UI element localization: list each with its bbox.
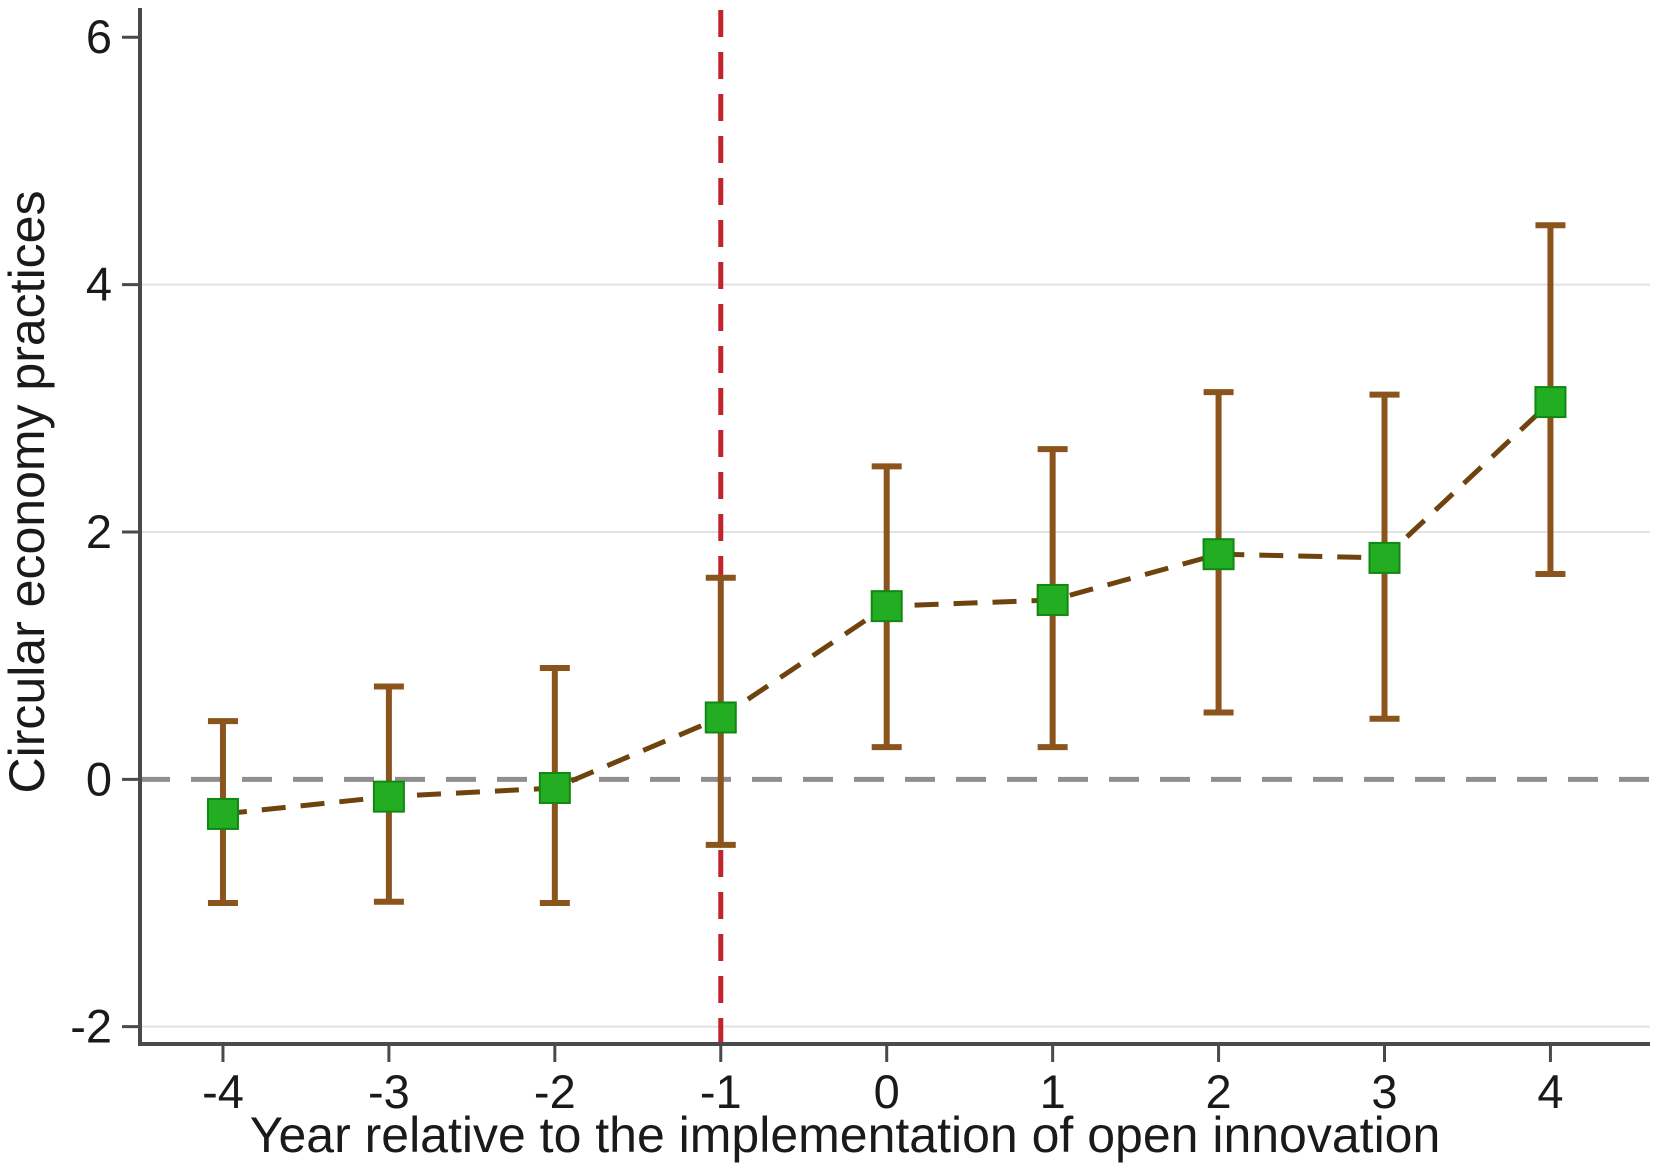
coefficient-marker <box>1534 386 1567 419</box>
y-tick-label: -2 <box>70 1000 112 1053</box>
x-tick-label: 2 <box>1206 1065 1232 1118</box>
x-tick-label: 0 <box>874 1065 900 1118</box>
grid-layer <box>140 283 1650 1028</box>
x-axis-title: Year relative to the implementation of o… <box>250 1107 1441 1163</box>
coefficient-marker <box>1368 541 1401 574</box>
x-tick-label: -4 <box>202 1065 244 1118</box>
y-tick-label: 0 <box>86 752 112 805</box>
x-tick-label: 4 <box>1537 1065 1563 1118</box>
reference-line-layer <box>140 10 1650 1044</box>
coefficient-marker <box>372 780 405 813</box>
coefficient-marker <box>206 797 239 830</box>
axis-layer <box>122 8 1650 1062</box>
coefficient-marker <box>1036 583 1069 616</box>
coefficient-marker <box>538 771 571 804</box>
tick-label-layer: 6 4 2 0 -2 -4 -3 -2 -1 0 1 2 3 4 <box>70 10 1563 1118</box>
x-tick-label: -1 <box>700 1065 742 1118</box>
x-tick-label: 1 <box>1040 1065 1066 1118</box>
y-axis-title: Circular economy practices <box>0 191 55 794</box>
x-tick-label: -2 <box>534 1065 576 1118</box>
x-tick-label: 3 <box>1371 1065 1397 1118</box>
y-tick-label: 4 <box>86 258 112 311</box>
y-tick-label: 6 <box>86 10 112 63</box>
series-layer <box>206 222 1567 906</box>
coefficient-marker <box>1202 538 1235 571</box>
coefficient-marker <box>704 701 737 734</box>
x-tick-label: -3 <box>368 1065 410 1118</box>
coefficient-marker <box>870 590 903 623</box>
y-tick-label: 2 <box>86 505 112 558</box>
